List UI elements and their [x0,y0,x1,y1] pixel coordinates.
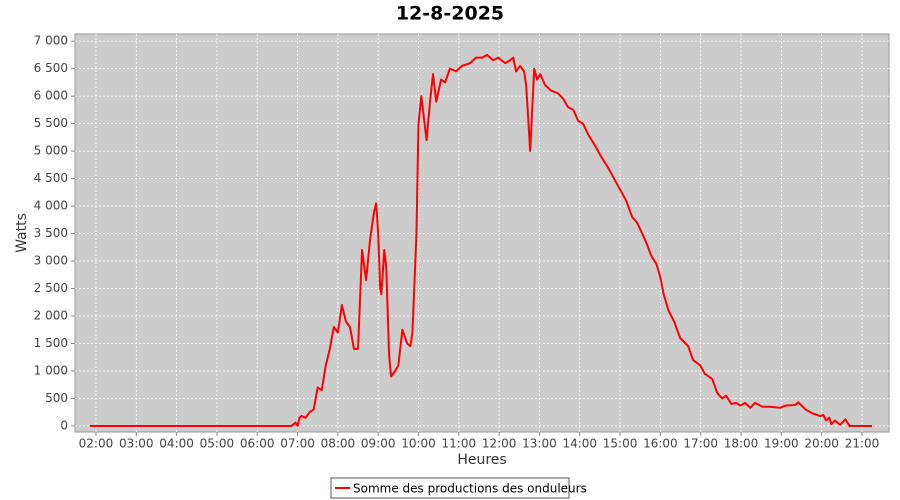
x-tick-label: 17:00 [683,437,718,451]
y-axis-label: Watts [14,213,30,253]
y-tick-label: 4 000 [34,199,68,213]
x-tick-label: 10:00 [401,437,436,451]
x-tick-label: 13:00 [522,437,557,451]
x-tick-label: 16:00 [643,437,678,451]
plot-area [74,33,890,433]
x-tick-label: 18:00 [724,437,759,451]
x-tick-label: 05:00 [200,437,235,451]
x-tick-label: 08:00 [321,437,356,451]
data-line [89,53,873,427]
chart-title: 12-8-2025 [396,3,504,25]
y-tick-label: 3 500 [34,226,68,240]
x-tick-label: 07:00 [280,437,315,451]
y-tick-label: 5 000 [34,144,68,158]
x-tick-label: 21:00 [845,437,880,451]
y-tick-label: 0 [60,418,68,432]
legend [330,477,570,499]
legend-label: Somme des productions des onduleurs [353,482,587,496]
y-tick-label: 6 500 [34,61,68,75]
y-tick-label: 2 500 [34,281,68,295]
y-tick-label: 2 000 [34,309,68,323]
y-tick-label: 3 000 [34,254,68,268]
x-tick-label: 14:00 [562,437,597,451]
y-tick-label: 1 000 [34,363,68,377]
x-tick-label: 06:00 [240,437,275,451]
y-tick-label: 5 500 [34,116,68,130]
x-tick-label: 09:00 [361,437,396,451]
y-tick-label: 6 000 [34,89,68,103]
y-tick-label: 500 [45,391,68,405]
x-tick-label: 02:00 [79,437,114,451]
x-tick-label: 19:00 [764,437,799,451]
y-tick-label: 4 500 [34,171,68,185]
x-tick-label: 20:00 [804,437,839,451]
x-tick-label: 12:00 [482,437,517,451]
x-tick-label: 04:00 [159,437,194,451]
y-tick-label: 7 000 [34,34,68,48]
x-tick-label: 11:00 [442,437,477,451]
y-tick-label: 1 500 [34,336,68,350]
x-tick-label: 15:00 [603,437,638,451]
x-tick-label: 03:00 [119,437,154,451]
x-axis-label: Heures [457,452,506,468]
